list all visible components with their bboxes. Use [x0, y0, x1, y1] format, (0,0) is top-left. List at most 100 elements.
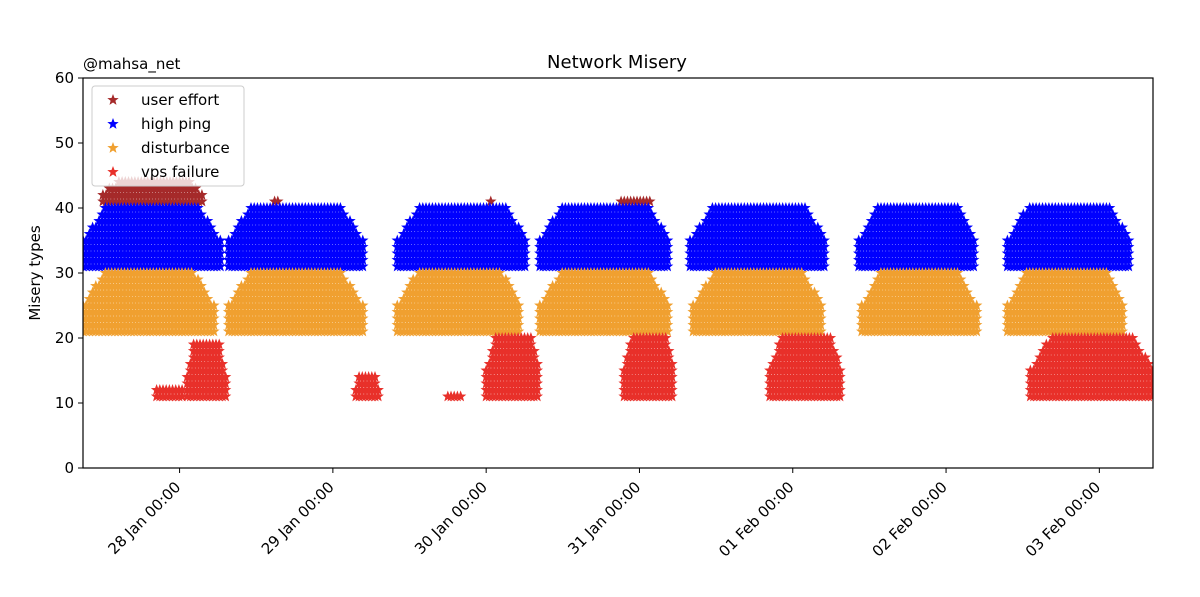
series-high-ping: [83, 202, 1135, 272]
data-point: [1119, 228, 1132, 239]
data-point: [955, 273, 967, 285]
data-point: [208, 312, 220, 324]
data-point: [1116, 221, 1128, 233]
data-point: [815, 299, 827, 311]
data-point: [1123, 241, 1135, 252]
data-point: [952, 202, 964, 213]
data-point: [519, 234, 531, 246]
data-point: [512, 312, 525, 324]
data-point: [195, 208, 207, 220]
data-point: [818, 260, 830, 272]
data-point: [961, 286, 973, 298]
data-point: [503, 208, 515, 220]
data-point: [815, 312, 827, 324]
data-point: [357, 260, 369, 272]
data-point: [196, 189, 208, 200]
data-point: [195, 280, 207, 291]
data-point: [192, 202, 204, 213]
data-point: [1103, 202, 1116, 213]
data-point: [955, 208, 967, 220]
data-point: [661, 260, 674, 272]
data-point: [357, 299, 369, 311]
data-point: [818, 247, 830, 259]
data-point: [961, 221, 973, 233]
data-point: [815, 306, 827, 317]
data-point: [350, 228, 363, 239]
data-point: [1107, 208, 1119, 220]
data-point: [958, 215, 970, 226]
data-point: [201, 293, 214, 304]
data-point: [661, 254, 674, 265]
data-point: [512, 299, 525, 311]
data-point: [796, 267, 808, 278]
data-point: [198, 286, 211, 298]
data-point: [350, 293, 363, 304]
data-point: [1123, 260, 1135, 272]
data-point: [964, 228, 977, 239]
series-disturbance: [83, 267, 1128, 337]
data-point: [655, 286, 667, 298]
data-point: [208, 319, 220, 330]
data-point: [967, 247, 980, 259]
data-point: [334, 202, 347, 213]
data-point: [812, 221, 824, 233]
data-point: [506, 286, 518, 298]
data-point: [357, 254, 369, 265]
data-point: [519, 247, 531, 259]
data-point: [516, 228, 528, 239]
data-point: [1110, 215, 1122, 226]
data-point: [802, 280, 814, 291]
data-point: [971, 325, 983, 337]
data-point: [661, 325, 674, 337]
data-point: [185, 267, 198, 278]
data-point: [201, 215, 214, 226]
data-point: [642, 202, 655, 213]
data-point: [818, 234, 830, 246]
data-point: [208, 306, 220, 317]
data-point: [512, 319, 525, 330]
data-point: [642, 267, 655, 278]
data-point: [1123, 247, 1135, 259]
data-point: [214, 254, 226, 265]
data-point: [512, 306, 525, 317]
data-point: [214, 241, 226, 252]
data-point: [649, 215, 661, 226]
data-point: [815, 319, 827, 330]
data-point: [661, 247, 674, 259]
data-point: [818, 241, 830, 252]
data-point: [208, 325, 220, 337]
data-point: [357, 312, 369, 324]
data-point: [357, 306, 369, 317]
data-point: [661, 241, 674, 252]
data-point: [519, 254, 531, 265]
data-point: [357, 247, 369, 259]
data-point: [334, 267, 347, 278]
data-point: [500, 202, 512, 213]
data-point: [509, 293, 522, 304]
data-point: [357, 234, 369, 246]
data-point: [196, 195, 208, 207]
data-point: [214, 260, 226, 272]
data-point: [967, 260, 980, 272]
data-point: [644, 195, 656, 207]
data-point: [485, 195, 497, 207]
data-point: [971, 306, 983, 317]
data-point: [214, 247, 226, 259]
data-point: [812, 293, 824, 304]
data-point: [503, 280, 515, 291]
data-point: [799, 202, 811, 213]
data-point: [357, 241, 369, 252]
data-point: [357, 325, 369, 337]
data-point: [347, 221, 359, 233]
data-point: [964, 293, 976, 304]
data-point: [658, 228, 671, 239]
data-point: [519, 260, 531, 272]
data-point: [661, 234, 674, 246]
data-point: [802, 208, 814, 220]
data-point: [1123, 234, 1135, 246]
data-point: [661, 312, 674, 324]
data-point: [971, 319, 983, 330]
data-point: [958, 280, 970, 291]
data-point: [815, 325, 827, 337]
